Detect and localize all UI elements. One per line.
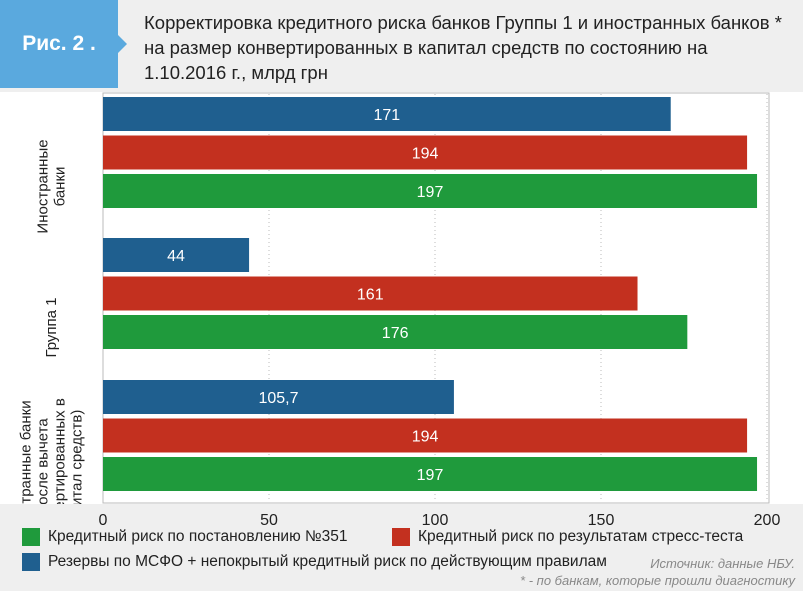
category-label-line: конвертированных в (52, 398, 69, 504)
bar-value-label: 161 (357, 287, 384, 304)
badge-arrow (118, 35, 127, 53)
chart-title: Корректировка кредитного риска банков Гр… (144, 12, 782, 83)
bar-chart: 171 194 197 Иностранныебанки 44 161 176 Группа … (18, 92, 770, 504)
legend-item-green: Кредитный риск по постановлению №351 (22, 528, 348, 546)
x-tick-label: 50 (260, 512, 278, 529)
legend-label: Кредитный риск по результатам стресс-тес… (418, 528, 744, 545)
plot-area: 171 194 197 Иностранныебанки 44 161 176 Группа … (0, 92, 803, 504)
category-label-line: капитал средств) (69, 410, 86, 504)
x-tick-label: 100 (422, 512, 449, 529)
bar-value-label: 171 (374, 107, 401, 124)
legend-item-red: Кредитный риск по результатам стресс-тес… (392, 528, 743, 546)
category-label-line: Группа 1 (43, 297, 60, 357)
category-label-line: банки (52, 167, 69, 207)
bar-value-label: 194 (412, 429, 439, 446)
bar (103, 135, 748, 170)
bar (103, 418, 748, 453)
bar (103, 174, 758, 208)
x-tick-label: 150 (588, 512, 615, 529)
bar (103, 97, 671, 131)
bar-value-label: 44 (167, 248, 185, 265)
category-label-line: (После вычета (35, 418, 52, 504)
figure-badge (0, 0, 118, 88)
category-label-line: Иностранные банки (18, 400, 35, 504)
bar-value-label: 194 (412, 146, 439, 163)
legend-swatch (392, 528, 410, 546)
bar-value-label: 197 (417, 467, 444, 484)
x-tick-label: 0 (99, 512, 108, 529)
legend-swatch (22, 553, 40, 571)
bar (103, 276, 638, 311)
footnote: * - по банкам, которые прошли диагностик… (520, 573, 795, 588)
source-note: Источник: данные НБУ. (650, 556, 795, 571)
x-tick-label: 200 (754, 512, 781, 529)
bar (103, 238, 250, 272)
bar (103, 380, 454, 414)
category-label: Иностранныебанки (35, 139, 69, 233)
legend-label: Резервы по МСФО + непокрытый кредитный р… (48, 553, 607, 570)
bar-value-label: 197 (417, 184, 444, 201)
bar-value-label: 176 (382, 325, 409, 342)
legend-swatch (22, 528, 40, 546)
bar (103, 315, 688, 349)
category-label: Иностранные банки(После вычетаконвертиро… (18, 398, 86, 504)
legend-item-blue: Резервы по МСФО + непокрытый кредитный р… (22, 553, 607, 571)
figure-number: Рис. 2 . (22, 32, 96, 55)
category-label-line: Иностранные (35, 139, 52, 233)
x-axis: 0 50 100 150 200 (99, 512, 781, 529)
category-label: Группа 1 (43, 297, 60, 357)
legend-label: Кредитный риск по постановлению №351 (48, 528, 348, 545)
bar (103, 457, 758, 491)
bar-value-label: 105,7 (258, 390, 298, 407)
